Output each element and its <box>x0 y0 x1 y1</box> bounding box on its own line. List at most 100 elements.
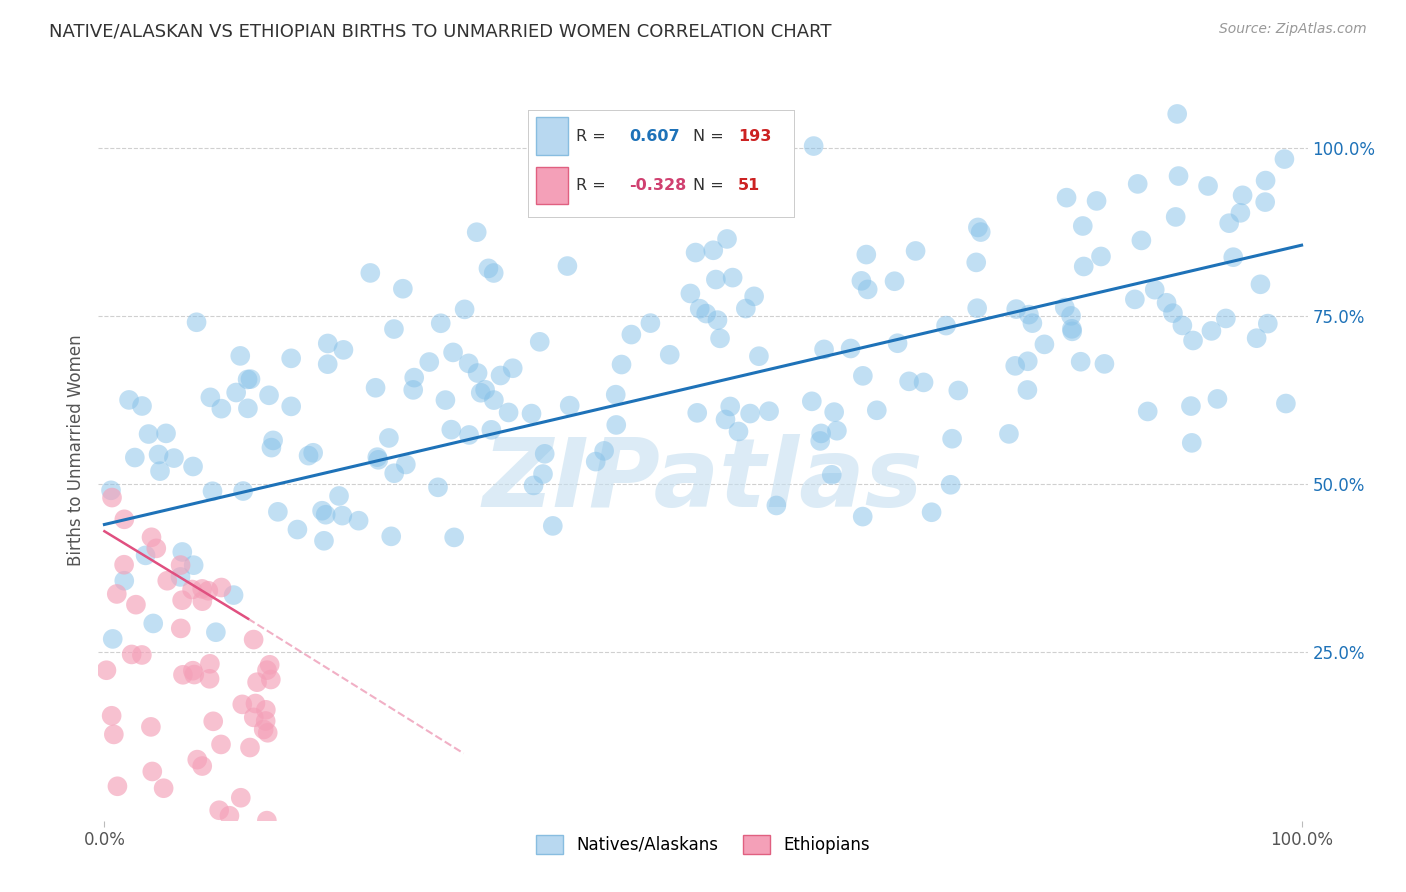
Point <box>970 225 993 239</box>
Point <box>197 583 219 598</box>
Point <box>1021 316 1043 330</box>
Point <box>181 664 204 678</box>
Point <box>1060 309 1083 323</box>
Point <box>201 484 224 499</box>
Point <box>131 648 153 662</box>
Point <box>821 467 844 482</box>
Point <box>139 720 162 734</box>
Point <box>257 388 280 402</box>
Point <box>1257 317 1279 331</box>
Point <box>141 764 163 779</box>
Point <box>1071 219 1094 233</box>
Point <box>482 266 505 280</box>
Point <box>935 318 957 333</box>
Point <box>229 349 252 363</box>
Point <box>593 443 616 458</box>
Point <box>103 727 125 741</box>
Point <box>541 519 564 533</box>
Point <box>1073 260 1095 274</box>
Point <box>855 247 877 261</box>
Point <box>434 393 457 408</box>
Point <box>170 621 193 635</box>
Point <box>254 714 277 728</box>
Point <box>706 313 728 327</box>
Point <box>312 533 335 548</box>
Point <box>256 725 278 739</box>
Point <box>231 698 253 712</box>
Point <box>280 351 302 366</box>
Legend: Natives/Alaskans, Ethiopians: Natives/Alaskans, Ethiopians <box>530 828 876 861</box>
Point <box>112 574 135 588</box>
Point <box>738 407 761 421</box>
Point <box>695 307 717 321</box>
Point <box>522 478 544 492</box>
Point <box>392 282 415 296</box>
Point <box>96 663 118 677</box>
Point <box>1161 306 1184 320</box>
Point <box>183 558 205 573</box>
Point <box>610 358 633 372</box>
Point <box>191 582 214 596</box>
Point <box>479 423 502 437</box>
Point <box>1180 399 1202 413</box>
Point <box>1218 216 1240 230</box>
Point <box>702 244 724 258</box>
Point <box>256 663 278 677</box>
Point <box>1206 392 1229 406</box>
Point <box>1070 355 1092 369</box>
Point <box>131 399 153 413</box>
Point <box>125 598 148 612</box>
Point <box>440 423 463 437</box>
Point <box>939 477 962 491</box>
Point <box>823 405 845 419</box>
Point <box>209 738 232 752</box>
Point <box>1017 383 1039 397</box>
Point <box>311 504 333 518</box>
Point <box>287 523 309 537</box>
Point <box>232 484 254 499</box>
Point <box>316 357 339 371</box>
Point <box>748 349 770 363</box>
Text: ZIPatlas: ZIPatlas <box>482 434 924 526</box>
Point <box>489 368 512 383</box>
Point <box>904 244 927 258</box>
Point <box>218 808 240 822</box>
Point <box>533 447 555 461</box>
Point <box>470 385 492 400</box>
Point <box>529 334 551 349</box>
Point <box>254 703 277 717</box>
Point <box>800 394 823 409</box>
Point <box>105 587 128 601</box>
Point <box>585 454 607 468</box>
Point <box>427 480 450 494</box>
Point <box>640 316 662 330</box>
Point <box>200 390 222 404</box>
Point <box>332 343 354 357</box>
Point <box>382 322 405 336</box>
Point <box>605 417 627 432</box>
Point <box>474 383 496 397</box>
Point <box>1033 337 1056 351</box>
Point <box>1222 250 1244 264</box>
Point <box>209 401 232 416</box>
Point <box>236 401 259 416</box>
Point <box>121 648 143 662</box>
Point <box>686 406 709 420</box>
Point <box>443 530 465 544</box>
Point <box>112 512 135 526</box>
Point <box>1166 107 1188 121</box>
Point <box>1123 293 1146 307</box>
Point <box>156 574 179 588</box>
Point <box>1167 169 1189 183</box>
Point <box>382 467 405 481</box>
Point <box>813 343 835 357</box>
Point <box>998 426 1021 441</box>
Point <box>236 372 259 386</box>
Point <box>100 483 122 498</box>
Point <box>1056 191 1078 205</box>
Point <box>1229 206 1251 220</box>
Point <box>1249 277 1271 292</box>
Point <box>921 505 943 519</box>
Point <box>149 464 172 478</box>
Point <box>605 387 627 401</box>
